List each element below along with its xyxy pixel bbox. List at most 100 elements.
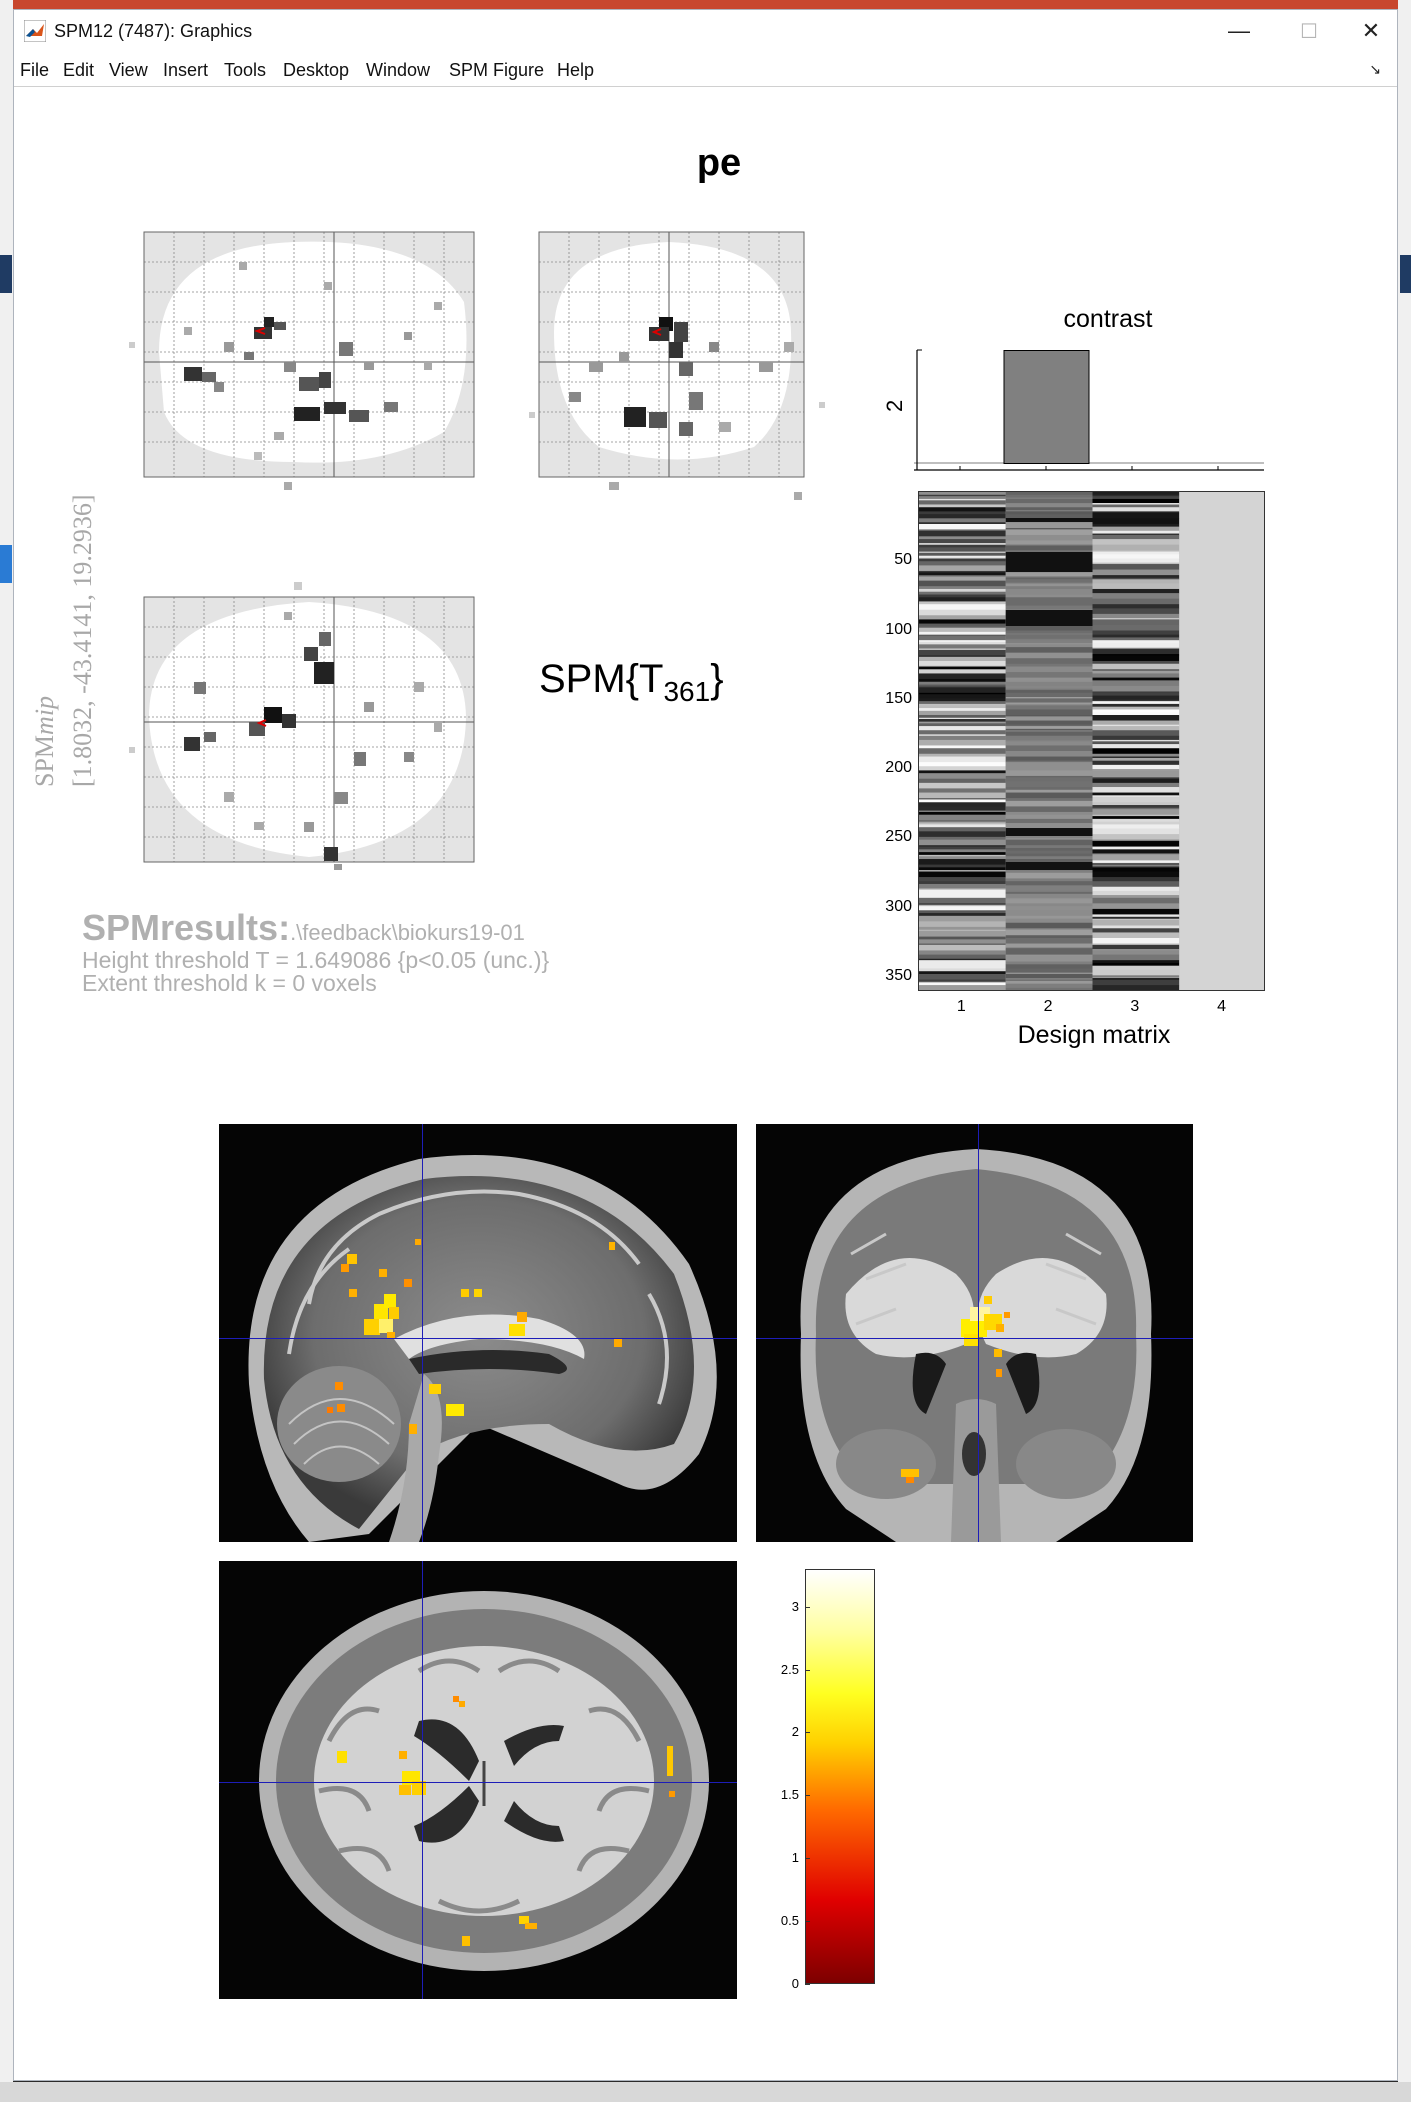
design-matrix-cell [1092, 687, 1180, 692]
design-matrix-cell [919, 714, 1006, 719]
design-matrix-cell [919, 839, 1006, 846]
design-matrix-cell [919, 529, 1006, 532]
design-matrix-cell [919, 504, 1006, 508]
design-matrix-cell [1005, 677, 1093, 681]
design-matrix-cell [919, 753, 1006, 758]
design-matrix-cell [919, 604, 1006, 611]
design-matrix-cell [1092, 775, 1180, 778]
statistic-label: SPM{T361} [539, 657, 724, 708]
design-matrix-cell [1005, 955, 1093, 963]
coronal-slice[interactable] [756, 1124, 1193, 1542]
design-matrix-cell [1005, 666, 1093, 673]
design-matrix-cell [1005, 638, 1093, 641]
design-matrix-cell [1005, 839, 1093, 846]
design-matrix-cell [1092, 756, 1180, 759]
dock-arrow-icon[interactable]: ↘ [1369, 61, 1381, 77]
design-matrix-cell [1005, 770, 1093, 777]
close-button[interactable]: ✕ [1361, 18, 1381, 43]
design-matrix-cell [1092, 960, 1180, 964]
design-matrix-cell [1092, 769, 1180, 771]
design-matrix-cell [919, 580, 1006, 587]
design-matrix-cell [919, 735, 1006, 741]
glass-brain-coronal[interactable] [529, 222, 849, 512]
design-matrix-cell [1092, 753, 1180, 758]
design-matrix-cell [919, 615, 1006, 620]
colorbar-tick-label: 1 [791, 1850, 799, 1866]
design-matrix-cell [1005, 644, 1093, 648]
axial-slice[interactable] [219, 1561, 737, 1999]
maximize-button[interactable]: ☐ [1300, 20, 1318, 43]
menu-window[interactable]: Window [366, 60, 431, 80]
menu-insert[interactable]: Insert [163, 60, 209, 80]
menu-tools[interactable]: Tools [224, 60, 267, 80]
glass-brain-sagittal[interactable] [124, 222, 479, 512]
design-matrix[interactable] [918, 491, 1265, 991]
design-matrix-cell [1092, 735, 1180, 741]
design-matrix-cell [1005, 859, 1093, 863]
design-matrix-cell [1092, 976, 1180, 979]
design-matrix-cell [919, 708, 1006, 712]
design-matrix-cell [919, 721, 1006, 724]
design-matrix-cell [919, 544, 1006, 548]
figure-title: pe [696, 142, 742, 184]
design-matrix-cell [1005, 731, 1093, 737]
menu-file[interactable]: File [20, 60, 50, 80]
design-matrix-cell [919, 530, 1006, 537]
design-matrix-cell [1005, 878, 1093, 882]
minimize-button[interactable]: — [1228, 18, 1250, 43]
design-matrix-cell [919, 982, 1006, 986]
design-matrix-cell [1092, 558, 1180, 564]
glass-brain-axial[interactable] [124, 552, 479, 872]
contrast-bar-chart[interactable] [914, 345, 1264, 555]
contrast-ylabel: 2 [882, 399, 907, 412]
design-matrix-cell [1092, 647, 1180, 650]
design-matrix-cell [1005, 640, 1093, 644]
design-matrix-cell [1005, 582, 1093, 584]
design-matrix-cell [1005, 823, 1093, 830]
design-matrix-image [919, 492, 1264, 990]
design-matrix-cell [1092, 730, 1180, 737]
design-matrix-band [1005, 552, 1093, 572]
design-matrix-cell [919, 665, 1006, 668]
menu-edit[interactable]: Edit [63, 60, 95, 80]
menu-spm-figure[interactable]: SPM Figure [449, 60, 545, 80]
design-matrix-cell [919, 681, 1006, 686]
design-matrix-cell [1092, 854, 1180, 861]
design-matrix-cell [1005, 787, 1093, 791]
design-matrix-cell [1092, 511, 1180, 514]
sagittal-slice[interactable] [219, 1124, 737, 1542]
design-matrix-cell [919, 687, 1006, 694]
design-matrix-cell [1092, 944, 1180, 950]
design-matrix-cell [919, 496, 1006, 500]
design-matrix-cell [1005, 987, 1093, 990]
design-matrix-cell [1092, 512, 1180, 519]
design-matrix-cell [919, 594, 1006, 598]
design-matrix-cell [1005, 580, 1093, 583]
design-matrix-cell [919, 701, 1006, 705]
design-matrix-cell [1005, 806, 1093, 813]
design-matrix-cell [919, 897, 1006, 904]
design-matrix-cell [919, 958, 1006, 961]
title-bar[interactable]: SPM12 (7487): Graphics — ☐ ✕ [14, 10, 1397, 52]
design-matrix-cell [1005, 680, 1093, 683]
spm-figure-canvas: pe [14, 87, 1397, 2082]
design-matrix-cell [919, 852, 1006, 856]
design-matrix-cell [1005, 885, 1093, 892]
design-matrix-cell [1005, 728, 1093, 731]
menu-bar: File Edit View Insert Tools Desktop Wind… [14, 52, 1397, 87]
design-matrix-label: Design matrix [1017, 1021, 1171, 1049]
menu-view[interactable]: View [109, 60, 148, 80]
menu-help[interactable]: Help [557, 60, 595, 80]
design-matrix-ytick: 350 [885, 966, 912, 984]
design-matrix-cell [1005, 572, 1093, 577]
menu-desktop[interactable]: Desktop [283, 60, 350, 80]
design-matrix-cell [1005, 510, 1093, 512]
design-matrix-cell [1092, 928, 1180, 933]
design-matrix-cell [1005, 964, 1093, 969]
colorbar-tick-label: 1.5 [780, 1787, 799, 1803]
design-matrix-cell [1092, 523, 1180, 528]
design-matrix-cell [1005, 544, 1093, 547]
design-matrix-cell [1092, 821, 1180, 825]
design-matrix-cell [1092, 886, 1180, 892]
design-matrix-cell [1092, 739, 1180, 742]
